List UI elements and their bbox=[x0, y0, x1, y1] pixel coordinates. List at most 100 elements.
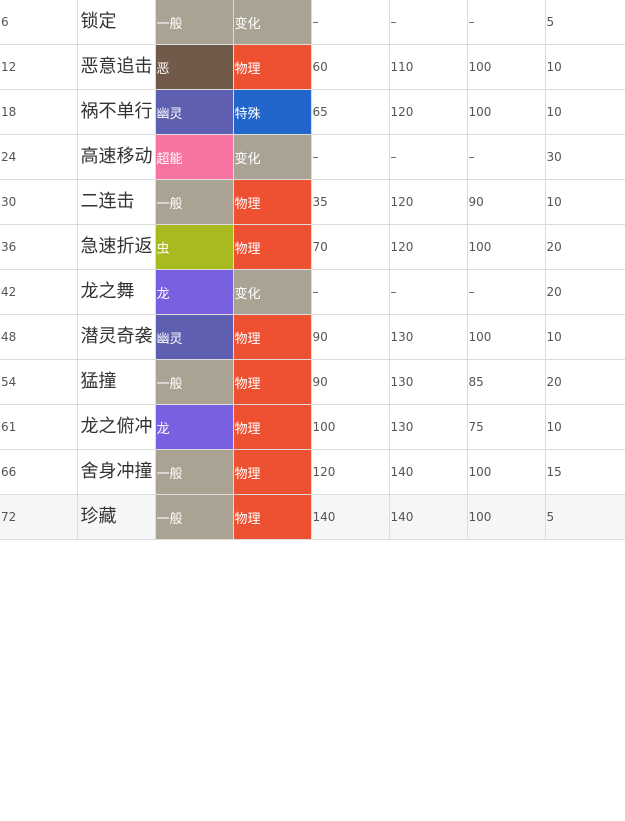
table-row: 30 二连击 一般 物理 35 120 90 10 bbox=[0, 179, 625, 225]
pp-cell: 10 bbox=[544, 179, 625, 225]
type-cell: 龙 bbox=[154, 404, 234, 450]
z-power-cell: – bbox=[388, 134, 468, 180]
table-body: 6 锁定 一般 变化 – – –5 12 恶意追击恶物理 60 110 100 10 18 祸不单行 幽灵 特殊… bbox=[0, 0, 625, 540]
level-cell: 36 bbox=[0, 224, 78, 270]
accuracy-cell: 100 bbox=[466, 44, 546, 90]
accuracy-cell: 100 bbox=[466, 89, 546, 135]
pp-cell: 20 bbox=[544, 224, 625, 270]
move-name-cell: 祸不单行 bbox=[76, 89, 156, 135]
category-cell: 物理 bbox=[232, 44, 312, 90]
table-row: 36 急速折返虫物理 70 120 100 20 bbox=[0, 224, 625, 270]
power-cell: – bbox=[310, 0, 390, 45]
z-power-cell: 130 bbox=[388, 314, 468, 360]
accuracy-cell: – bbox=[466, 134, 546, 180]
move-name-cell: 高速移动 bbox=[76, 134, 156, 180]
z-power-cell: 120 bbox=[388, 89, 468, 135]
type-cell: 幽灵 bbox=[154, 314, 234, 360]
category-cell: 变化 bbox=[232, 134, 312, 180]
category-cell: 物理 bbox=[232, 404, 312, 450]
power-cell: – bbox=[310, 269, 390, 315]
move-name-cell: 龙之舞 bbox=[76, 269, 156, 315]
move-name-cell: 珍藏 bbox=[76, 494, 156, 540]
power-cell: 140 bbox=[310, 494, 390, 540]
level-cell: 72 bbox=[0, 494, 78, 540]
move-table: 6 锁定 一般 变化 – – –5 12 恶意追击恶物理 60 110 100 10 18 祸不单行 幽灵 特殊… bbox=[0, 0, 625, 540]
table-row: 54 猛撞 一般 物理 90 130 85 20 bbox=[0, 359, 625, 405]
accuracy-cell: 100 bbox=[466, 449, 546, 495]
pp-cell: 15 bbox=[544, 449, 625, 495]
table-row: 18 祸不单行 幽灵 特殊 65 120 100 10 bbox=[0, 89, 625, 135]
pp-cell: 10 bbox=[544, 44, 625, 90]
level-cell: 48 bbox=[0, 314, 78, 360]
accuracy-cell: 100 bbox=[466, 494, 546, 540]
type-cell: 超能 bbox=[154, 134, 234, 180]
table-row: 24 高速移动 超能 变化 – – –30 bbox=[0, 134, 625, 180]
power-cell: 90 bbox=[310, 314, 390, 360]
pp-cell: 10 bbox=[544, 404, 625, 450]
accuracy-cell: – bbox=[466, 269, 546, 315]
type-cell: 虫 bbox=[154, 224, 234, 270]
category-cell: 物理 bbox=[232, 359, 312, 405]
table-row: 48 潜灵奇袭 幽灵 物理 90 130 100 10 bbox=[0, 314, 625, 360]
accuracy-cell: 100 bbox=[466, 224, 546, 270]
z-power-cell: 130 bbox=[388, 404, 468, 450]
category-cell: 物理 bbox=[232, 449, 312, 495]
category-cell: 特殊 bbox=[232, 89, 312, 135]
move-name-cell: 潜灵奇袭 bbox=[76, 314, 156, 360]
move-name-cell: 二连击 bbox=[76, 179, 156, 225]
accuracy-cell: 90 bbox=[466, 179, 546, 225]
z-power-cell: 130 bbox=[388, 359, 468, 405]
pp-cell: 5 bbox=[544, 0, 625, 45]
level-cell: 54 bbox=[0, 359, 78, 405]
level-cell: 6 bbox=[0, 0, 78, 45]
power-cell: 70 bbox=[310, 224, 390, 270]
z-power-cell: 110 bbox=[388, 44, 468, 90]
type-cell: 一般 bbox=[154, 449, 234, 495]
pp-cell: 20 bbox=[544, 359, 625, 405]
category-cell: 物理 bbox=[232, 314, 312, 360]
type-cell: 恶 bbox=[154, 44, 234, 90]
accuracy-cell: 75 bbox=[466, 404, 546, 450]
level-cell: 18 bbox=[0, 89, 78, 135]
table-row: 72 珍藏 一般 物理 140 140 100 5 bbox=[0, 494, 625, 540]
category-cell: 变化 bbox=[232, 0, 312, 45]
move-name-cell: 急速折返 bbox=[76, 224, 156, 270]
move-name-cell: 锁定 bbox=[76, 0, 156, 45]
power-cell: 65 bbox=[310, 89, 390, 135]
table-row: 12 恶意追击恶物理 60 110 100 10 bbox=[0, 44, 625, 90]
power-cell: 35 bbox=[310, 179, 390, 225]
move-name-cell: 舍身冲撞 bbox=[76, 449, 156, 495]
accuracy-cell: – bbox=[466, 0, 546, 45]
pp-cell: 5 bbox=[544, 494, 625, 540]
table-row: 6 锁定 一般 变化 – – –5 bbox=[0, 0, 625, 45]
level-cell: 24 bbox=[0, 134, 78, 180]
accuracy-cell: 100 bbox=[466, 314, 546, 360]
category-cell: 物理 bbox=[232, 224, 312, 270]
type-cell: 幽灵 bbox=[154, 89, 234, 135]
table-row: 42 龙之舞龙变化 – – –20 bbox=[0, 269, 625, 315]
z-power-cell: 120 bbox=[388, 179, 468, 225]
type-cell: 一般 bbox=[154, 179, 234, 225]
level-cell: 61 bbox=[0, 404, 78, 450]
z-power-cell: 140 bbox=[388, 449, 468, 495]
move-name-cell: 猛撞 bbox=[76, 359, 156, 405]
level-cell: 42 bbox=[0, 269, 78, 315]
power-cell: 100 bbox=[310, 404, 390, 450]
type-cell: 龙 bbox=[154, 269, 234, 315]
category-cell: 物理 bbox=[232, 494, 312, 540]
table-row: 66 舍身冲撞 一般 物理 120 140 100 15 bbox=[0, 449, 625, 495]
power-cell: 90 bbox=[310, 359, 390, 405]
category-cell: 变化 bbox=[232, 269, 312, 315]
power-cell: – bbox=[310, 134, 390, 180]
pp-cell: 10 bbox=[544, 314, 625, 360]
level-cell: 12 bbox=[0, 44, 78, 90]
z-power-cell: – bbox=[388, 0, 468, 45]
level-cell: 30 bbox=[0, 179, 78, 225]
accuracy-cell: 85 bbox=[466, 359, 546, 405]
table-row: 61 龙之俯冲龙物理 100 130 75 10 bbox=[0, 404, 625, 450]
pp-cell: 20 bbox=[544, 269, 625, 315]
power-cell: 60 bbox=[310, 44, 390, 90]
level-cell: 66 bbox=[0, 449, 78, 495]
type-cell: 一般 bbox=[154, 359, 234, 405]
